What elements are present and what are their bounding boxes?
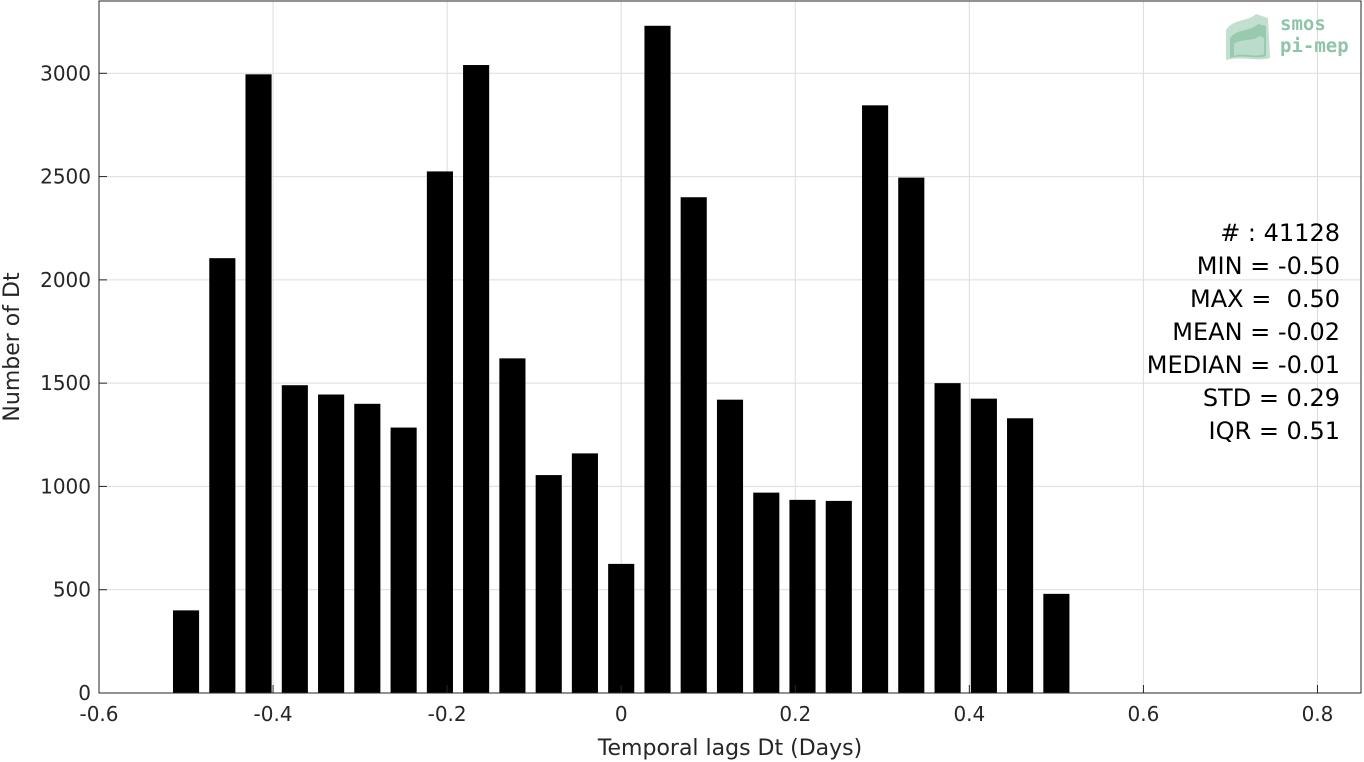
plot-frame — [98, 0, 1362, 694]
smos-pimep-logo: smos pi-mep — [1226, 13, 1349, 60]
histogram-bar — [934, 383, 961, 693]
x-tick-label: -0.2 — [428, 702, 467, 726]
stats-line: # : 41128 — [1220, 219, 1340, 247]
logo-waves-icon — [1226, 14, 1270, 60]
histogram-bar — [318, 394, 345, 693]
y-tick-label: 0 — [78, 681, 91, 705]
x-tick-label: -0.4 — [254, 702, 293, 726]
y-tick-label: 500 — [53, 578, 91, 602]
bars — [172, 25, 1070, 694]
histogram-bar — [898, 177, 925, 693]
stats-line: MEAN = -0.02 — [1172, 318, 1340, 346]
x-tick-label: 0.2 — [779, 702, 811, 726]
y-tick-label: 1500 — [40, 371, 91, 395]
x-tick-label: 0.4 — [953, 702, 985, 726]
histogram-bar — [716, 399, 744, 693]
x-ticks: -0.6 -0.4 -0.2 0 0.2 0.4 0.6 0.8 — [79, 685, 1333, 726]
histogram-bar — [825, 500, 852, 693]
histogram-bar — [426, 171, 453, 693]
histogram-bar — [644, 25, 671, 693]
histogram-bar — [463, 65, 490, 693]
histogram-bar — [354, 403, 381, 693]
y-ticks: 0 500 1000 1500 2000 2500 3000 — [40, 61, 107, 705]
x-tick-label: 0.8 — [1302, 702, 1334, 726]
histogram-bar — [209, 258, 236, 693]
histogram-bar — [680, 197, 707, 693]
histogram-bar — [281, 385, 308, 693]
stats-line: MAX = 0.50 — [1190, 285, 1340, 313]
histogram-bar — [499, 358, 526, 693]
logo-text-smos: smos — [1280, 13, 1326, 35]
stats-line: MIN = -0.50 — [1197, 252, 1340, 280]
histogram-bar — [1007, 418, 1034, 693]
stats-line: MEDIAN = -0.01 — [1147, 351, 1340, 379]
histogram-bar — [862, 105, 889, 694]
histogram-bar — [753, 492, 780, 693]
logo-text-pimep: pi-mep — [1280, 35, 1349, 57]
stats-line: STD = 0.29 — [1203, 384, 1340, 412]
y-tick-label: 2000 — [40, 268, 91, 292]
histogram-bar — [608, 563, 635, 693]
histogram-bar — [1043, 593, 1070, 693]
histogram-bar — [172, 610, 200, 693]
histogram-bar — [970, 398, 997, 693]
histogram-bar — [789, 499, 816, 693]
stats-box: # : 41128 MIN = -0.50 MAX = 0.50 MEAN = -0.… — [1147, 219, 1340, 445]
y-axis-label: Number of Dt — [0, 272, 25, 422]
histogram-bar — [245, 74, 272, 693]
x-tick-label: 0.6 — [1128, 702, 1160, 726]
histogram-bar — [390, 427, 417, 693]
histogram-bar — [535, 475, 562, 693]
y-tick-label: 2500 — [40, 165, 91, 189]
x-tick-label: -0.6 — [79, 702, 118, 726]
y-tick-label: 3000 — [40, 61, 91, 85]
y-tick-label: 1000 — [40, 474, 91, 498]
histogram-bar — [571, 453, 598, 693]
stats-line: IQR = 0.51 — [1209, 417, 1340, 445]
x-axis-label: Temporal lags Dt (Days) — [597, 736, 862, 761]
x-tick-label: 0 — [615, 702, 628, 726]
grid-lines — [98, 1, 1361, 694]
